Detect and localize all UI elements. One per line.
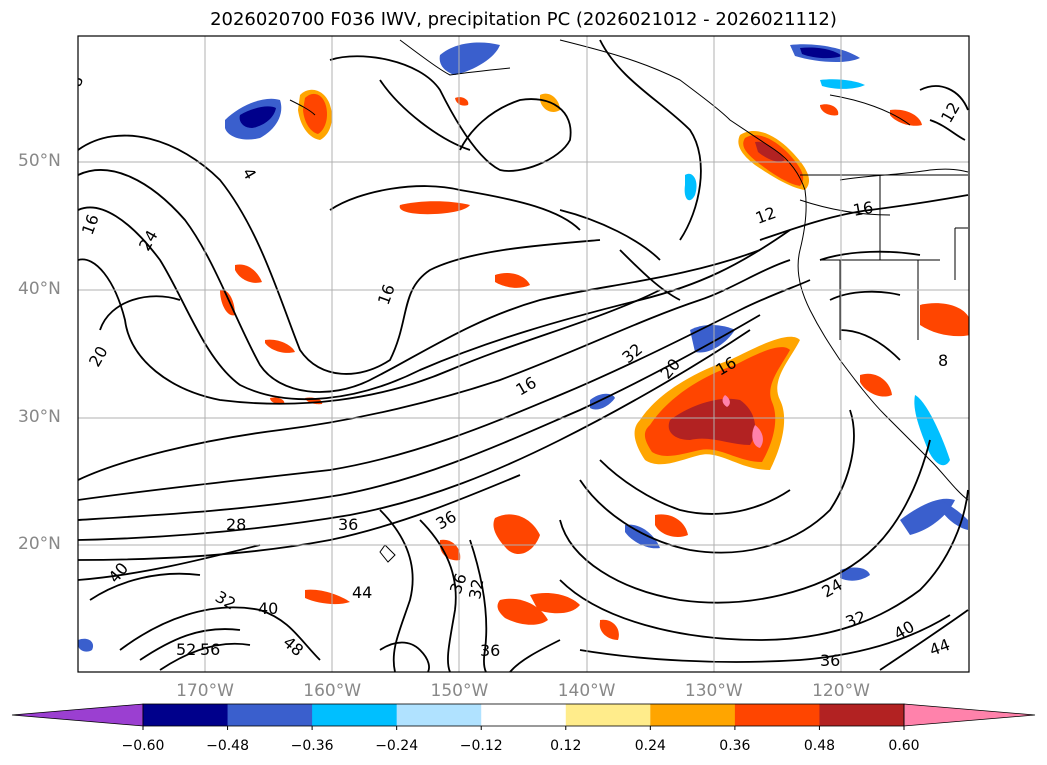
colorbar-tick-label: 0.36 [719, 738, 751, 754]
contour-label: 28 [226, 515, 246, 534]
lat-label: 50°N [18, 151, 61, 171]
contour-label: 36 [820, 651, 840, 670]
colorbar-bin [819, 704, 905, 726]
contour-label: 36 [338, 515, 358, 534]
contour-label: 36 [480, 641, 500, 660]
colorbar-bin [396, 704, 482, 726]
colorbar [11, 703, 1036, 730]
lon-label: 130°W [684, 681, 743, 701]
lon-label: 150°W [430, 681, 489, 701]
colorbar-tick-label: 0.12 [550, 738, 582, 754]
borders [800, 174, 968, 340]
map-area [78, 36, 969, 672]
lat-label: 40°N [18, 278, 61, 299]
colorbar-bin [565, 704, 651, 726]
colorbar-tick-label: −0.36 [290, 738, 334, 754]
contour-label: 8 [66, 73, 87, 89]
contour-label: 8 [938, 351, 948, 370]
colorbar-bin [650, 704, 736, 726]
colorbar-tick-label: −0.48 [206, 738, 249, 754]
colorbar-tick-label: 0.24 [634, 738, 666, 754]
colorbar-bin [481, 704, 567, 726]
colorbar-bin [734, 704, 820, 726]
precip-negative-areas [78, 42, 968, 652]
lon-label: 120°W [812, 681, 870, 701]
precip-positive-areas [220, 89, 969, 640]
lat-label: 30°N [18, 406, 61, 427]
colorbar-tick-label: −0.24 [375, 738, 419, 754]
iwv-contours [78, 39, 969, 672]
colorbar-bin [312, 704, 398, 726]
contour-label: 32 [465, 577, 487, 600]
lon-label: 170°W [176, 681, 234, 701]
colorbar-tick-label: −0.60 [121, 738, 165, 754]
contour-label: 44 [352, 583, 372, 602]
colorbar-tick-label: 0.48 [803, 738, 836, 754]
contour-label: 56 [200, 640, 220, 659]
lat-label: 20°N [18, 534, 61, 555]
contour-label: 16 [851, 198, 874, 220]
colorbar-tick-label: −0.12 [459, 738, 503, 754]
map-title: 2026020700 F036 IWV, precipitation PC (2… [210, 9, 837, 30]
colorbar-bin [143, 704, 229, 726]
contour-label: 52 [176, 640, 196, 659]
gridlines [78, 36, 969, 672]
colorbar-tick-label: 0.60 [888, 738, 920, 754]
colorbar-extend-low [11, 703, 144, 727]
colorbar-frame [142, 703, 905, 727]
coastlines [289, 39, 969, 563]
map-frame [77, 35, 970, 673]
lon-label: 160°W [303, 681, 362, 701]
contour-label: 40 [258, 599, 278, 618]
colorbar-bin [227, 704, 313, 726]
colorbar-extend-high [903, 703, 1036, 727]
lon-label: 140°W [557, 681, 616, 701]
